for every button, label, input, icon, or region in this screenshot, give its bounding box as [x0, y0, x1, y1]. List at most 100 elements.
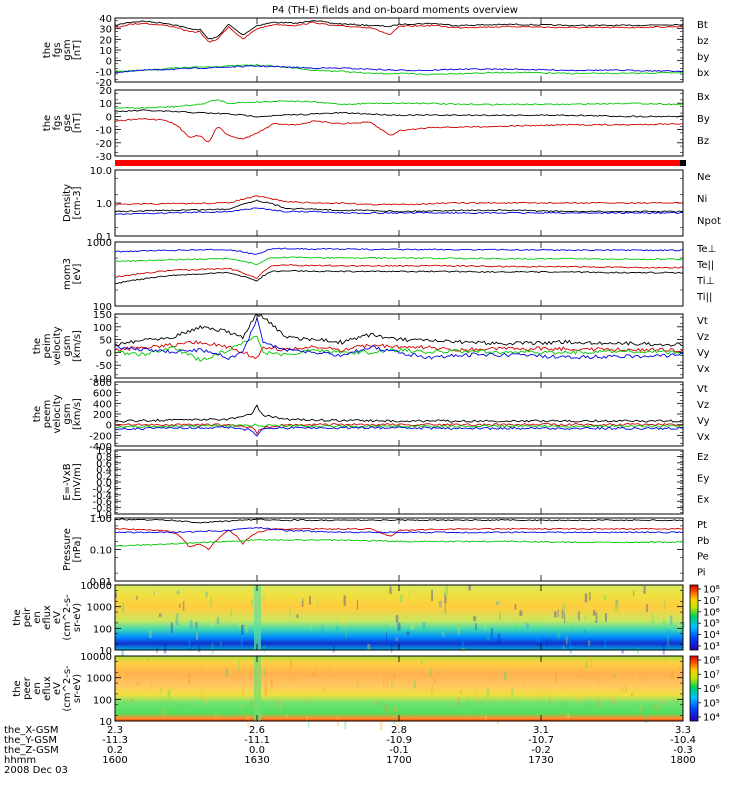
spectrogram-streak [356, 683, 359, 688]
colorbar-label: 10⁶ [703, 684, 720, 695]
legend-entry: Vx [697, 364, 710, 375]
spectrogram-streak [315, 669, 318, 676]
spectrogram-streak [484, 624, 487, 630]
spectrogram-streak [496, 720, 499, 725]
spectrogram-streak [568, 640, 571, 645]
y-axis-label: the [12, 680, 23, 696]
spectrogram-streak [569, 642, 572, 654]
spectrogram-streak [250, 698, 253, 708]
spectrogram-streak [646, 604, 648, 612]
series-line-Bz [114, 118, 684, 143]
y-tick-label: 400 [93, 399, 112, 410]
y-tick-label: 1000 [87, 674, 112, 685]
y-axis-label: fgs [52, 42, 63, 57]
spectrogram-streak [564, 613, 566, 624]
spectrogram-streak [413, 681, 416, 689]
spectrogram-streak [524, 664, 528, 669]
spectrogram-streak [537, 628, 539, 632]
legend-entry: Npot [697, 216, 721, 227]
spectrogram-streak [562, 603, 565, 614]
spectrogram-streak [211, 617, 215, 627]
spectrogram-streak [643, 586, 646, 594]
spectrogram-streak [559, 687, 561, 698]
spectrogram-streak [460, 690, 462, 695]
legend-entry: Pt [697, 520, 707, 531]
spectrogram-streak [461, 641, 465, 648]
series-line-Pb [114, 527, 684, 551]
spectrogram-streak [484, 715, 487, 723]
spectrogram-streak [341, 586, 344, 594]
y-axis-label: the [32, 406, 43, 422]
y-axis-label: [nPa] [72, 536, 83, 562]
spectrogram-streak [438, 600, 442, 608]
y-axis-label: sr-eV) [72, 603, 83, 632]
y-tick-label: 0.4 [96, 465, 112, 476]
y-axis-label: E=-VxB [62, 463, 73, 500]
spectrogram-streak [223, 713, 225, 718]
spectrogram-streak [536, 637, 540, 643]
spectrogram-streak [389, 586, 392, 595]
spectrogram-streak [173, 685, 175, 691]
y-tick-label: 200 [93, 410, 112, 421]
y-tick-label: 10000 [80, 581, 112, 592]
spectrogram-fill [115, 585, 683, 650]
series-line-Vx [114, 426, 684, 437]
spectrogram-streak [220, 641, 222, 646]
spectrogram-streak [588, 598, 591, 609]
spectrogram-streak [648, 614, 652, 619]
spectrogram-streak [395, 637, 398, 641]
spectrogram-streak [229, 709, 232, 716]
spectrogram-streak [549, 694, 551, 704]
y-axis-label: gse [62, 114, 73, 132]
spectrogram-streak [593, 610, 596, 616]
spectrogram-streak [654, 705, 657, 711]
y-tick-label: 600 [93, 389, 112, 400]
spectrogram-streak [615, 605, 619, 611]
spectrogram-streak [215, 712, 217, 723]
spectrogram-streak [413, 657, 416, 662]
spectrogram-streak [263, 595, 265, 599]
legend-entry: Te|| [696, 260, 714, 271]
spectrogram-streak [197, 687, 199, 698]
legend-entry: By [697, 114, 710, 125]
spectrogram-streak [301, 601, 304, 607]
spectrogram-streak [264, 686, 268, 696]
spectrogram-streak [452, 687, 454, 695]
y-tick-label: 0.1 [96, 232, 112, 243]
spectrogram-streak [511, 688, 514, 699]
spectrogram-streak [605, 613, 607, 622]
spectrogram-streak [321, 625, 324, 633]
spectrogram-streak [457, 697, 460, 706]
legend-entry: bx [697, 68, 709, 79]
x-row-value: 1700 [386, 755, 411, 766]
spectrogram-streak [621, 649, 624, 654]
spectrogram-streak [331, 670, 334, 675]
spectrogram-streak [150, 682, 153, 689]
spectrogram-streak [167, 690, 171, 698]
y-axis-label: [cm-3] [72, 186, 83, 219]
y-tick-label: -0.8 [92, 504, 112, 515]
y-tick-label: 0.10 [90, 546, 112, 557]
spectrogram-streak [660, 700, 663, 706]
spectrogram-streak [557, 609, 559, 618]
x-row-value: 1600 [102, 755, 127, 766]
spectrogram-streak [332, 646, 335, 653]
y-tick-label: -0.2 [92, 484, 112, 495]
y-tick-label: 100 [93, 624, 112, 635]
y-tick-label: 30 [99, 25, 112, 36]
x-row-label: the_Y-GSM [4, 735, 57, 746]
x-row-value: -0.2 [531, 745, 551, 756]
spectrogram-streak [391, 645, 393, 653]
legend-entry: Bt [697, 20, 708, 31]
spectrogram-streak [317, 600, 319, 607]
panel-density: 10.0 1.0 0.1 Density [cm-3] Ne Ni Npot [62, 166, 721, 243]
spectrogram-streak [644, 715, 648, 724]
spectrogram-streak [160, 686, 162, 695]
colorbar-label: 10⁷ [703, 670, 720, 681]
spectrogram-streak [410, 624, 414, 630]
spectrogram-streak [121, 602, 125, 613]
spectrogram-streak [643, 672, 645, 680]
spectrogram-streak [344, 620, 347, 627]
y-axis-label: the [32, 338, 43, 354]
y-tick-label: 0.01 [90, 577, 112, 588]
